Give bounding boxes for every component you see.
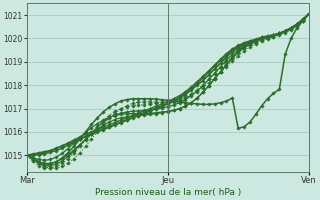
X-axis label: Pression niveau de la mer( hPa ): Pression niveau de la mer( hPa ): [95, 188, 241, 197]
